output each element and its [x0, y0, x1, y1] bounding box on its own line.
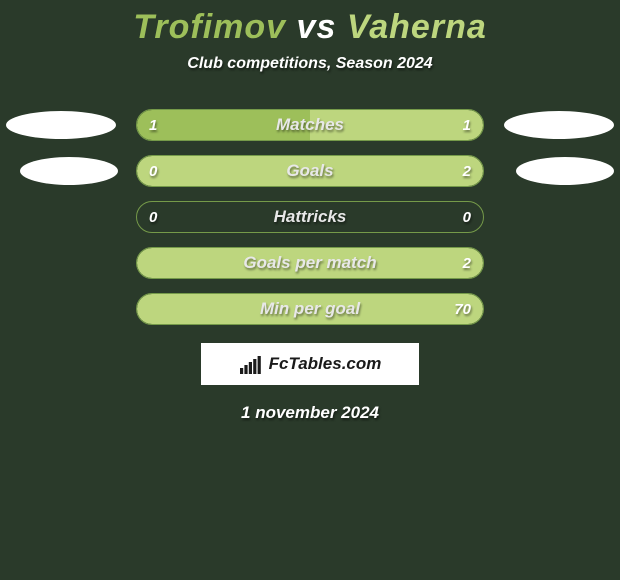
stat-label: Min per goal	[137, 294, 483, 324]
subtitle: Club competitions, Season 2024	[0, 55, 620, 73]
stat-label: Hattricks	[137, 202, 483, 232]
stat-value-left: 1	[149, 110, 157, 140]
player-left-marker	[6, 111, 116, 139]
brand-box[interactable]: FcTables.com	[201, 343, 419, 385]
stat-label: Matches	[137, 110, 483, 140]
vs-text: vs	[297, 8, 337, 46]
stat-row-wrapper: Min per goal70	[0, 293, 620, 325]
date-line: 1 november 2024	[0, 403, 620, 423]
stat-label: Goals per match	[137, 248, 483, 278]
stat-rows: Matches11Goals02Hattricks00Goals per mat…	[0, 109, 620, 325]
player-right-name: Vaherna	[347, 8, 487, 46]
stat-row-wrapper: Goals0 2	[0, 155, 620, 187]
bar-chart-icon	[239, 354, 263, 374]
stat-row: Hattricks0 0	[136, 201, 484, 233]
stat-row-wrapper: Goals per match2	[0, 247, 620, 279]
stat-row: Matches1 1	[136, 109, 484, 141]
player-left-name: Trofimov	[133, 8, 286, 46]
stat-value-left: 0	[149, 202, 157, 232]
stat-label: Goals	[137, 156, 483, 186]
title: Trofimov vs Vaherna	[0, 8, 620, 47]
stat-value-right: 70	[454, 294, 471, 324]
stat-value-right: 1	[463, 110, 471, 140]
player-right-marker	[504, 111, 614, 139]
brand-text: FcTables.com	[269, 354, 382, 374]
stat-row: Min per goal70	[136, 293, 484, 325]
stat-value-right: 2	[463, 248, 471, 278]
comparison-card: Trofimov vs Vaherna Club competitions, S…	[0, 0, 620, 580]
player-left-marker	[20, 157, 118, 185]
stat-value-right: 2	[463, 156, 471, 186]
stat-row: Goals0 2	[136, 155, 484, 187]
stat-row-wrapper: Hattricks0 0	[0, 201, 620, 233]
player-right-marker	[516, 157, 614, 185]
stat-value-left: 0	[149, 156, 157, 186]
stat-row: Goals per match2	[136, 247, 484, 279]
stat-value-right: 0	[463, 202, 471, 232]
stat-row-wrapper: Matches1 1	[0, 109, 620, 141]
